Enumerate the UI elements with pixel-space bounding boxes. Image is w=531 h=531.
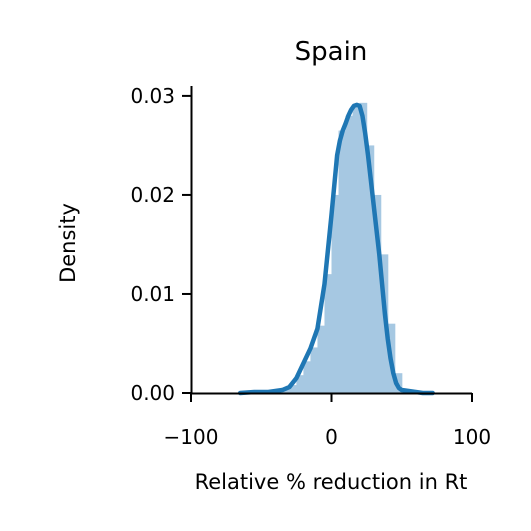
y-tick-label: 0.03 (130, 84, 175, 108)
histogram-bar (310, 347, 319, 393)
x-tick-label: 100 (453, 425, 491, 449)
y-ticks: 0.00 0.01 0.02 0.03 (130, 84, 191, 405)
x-tick-label: −100 (164, 425, 219, 449)
histogram-bar (289, 385, 297, 393)
histogram-bar (317, 325, 326, 393)
histogram-bar (352, 103, 361, 393)
y-tick-label: 0.01 (130, 282, 175, 306)
histogram-bar (331, 194, 340, 393)
histogram-bar (296, 375, 304, 393)
plot-area (237, 102, 435, 396)
histogram-bars (282, 102, 403, 394)
histogram-bar (338, 130, 347, 393)
x-tick-label: 0 (325, 425, 338, 449)
chart-title: Spain (295, 37, 368, 67)
histogram-bar (303, 361, 312, 393)
x-ticks: −100 0 100 (164, 393, 491, 449)
y-tick-label: 0.00 (130, 381, 175, 405)
histogram-bar (359, 102, 368, 394)
histogram-bar (282, 389, 290, 393)
kde-line (237, 102, 435, 396)
histogram-bar (345, 115, 354, 393)
histogram-bar (366, 145, 375, 393)
histogram-bar (373, 194, 382, 393)
histogram-bar (324, 274, 333, 393)
x-axis-label: Relative % reduction in Rt (195, 470, 468, 494)
y-tick-label: 0.02 (130, 183, 175, 207)
y-axis-label: Density (56, 203, 80, 283)
